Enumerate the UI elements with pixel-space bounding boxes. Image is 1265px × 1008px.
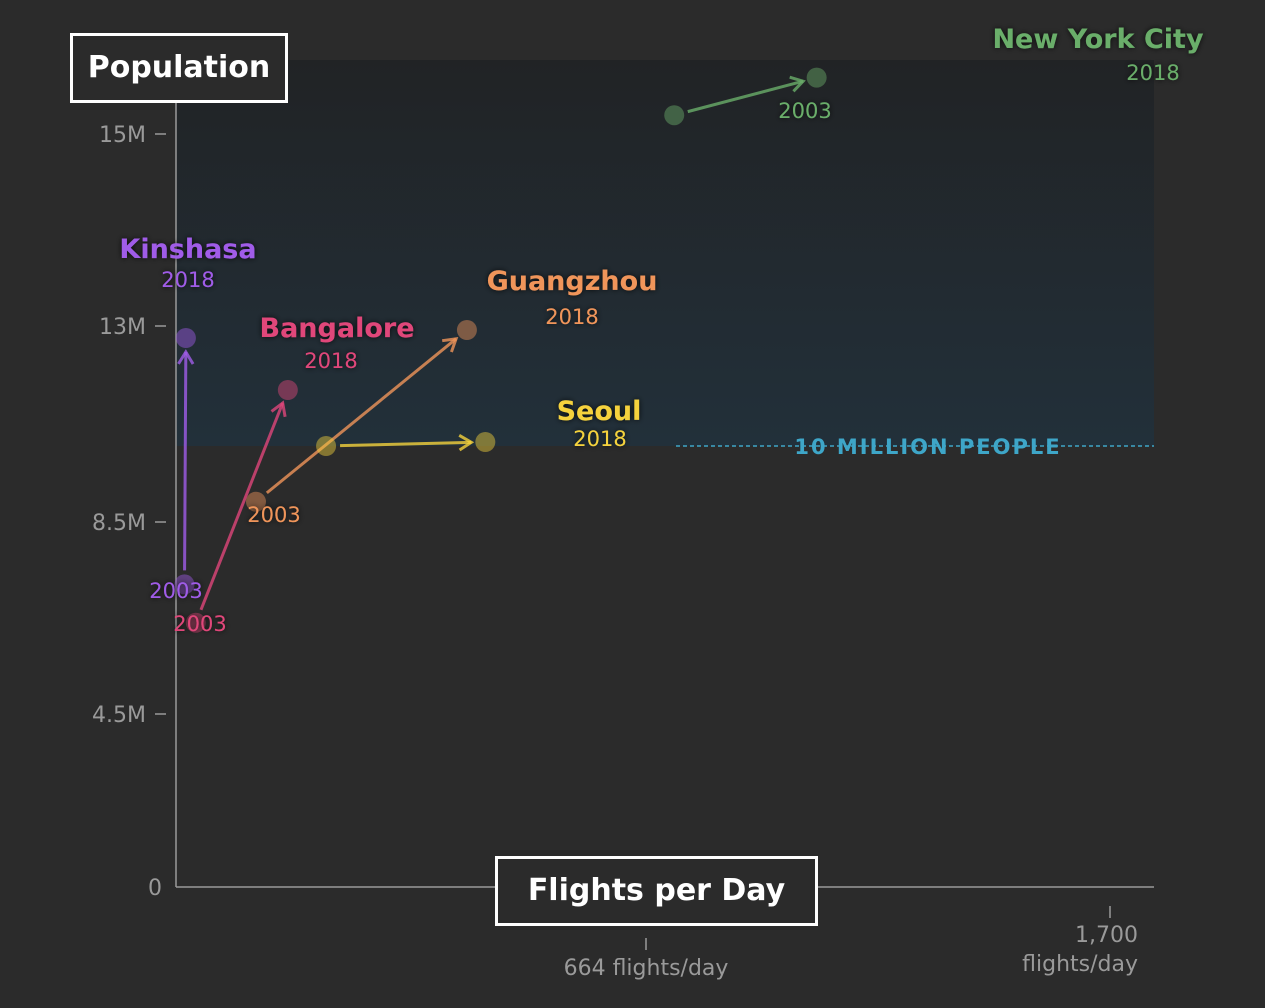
trend-arrow-head (458, 434, 475, 452)
series-name-label: Bangalore (260, 313, 415, 344)
trend-arrow-head (789, 75, 806, 93)
series-kinshasa: Kinshasa 2003 2018 (119, 234, 256, 603)
series-guangzhou: Guangzhou 2003 2018 (245, 266, 658, 527)
series-name-label: New York City (992, 24, 1204, 55)
trend-arrow-line (183, 351, 188, 571)
above-10-million-band (176, 60, 1154, 446)
data-point-2003 (664, 105, 685, 126)
trend-arrow-head (441, 337, 459, 353)
data-point-2018 (175, 328, 196, 348)
data-point-2003 (245, 491, 266, 512)
year-label-2018: 2018 (161, 268, 214, 292)
data-point-2003 (316, 436, 337, 456)
year-label-2018: 2018 (545, 305, 598, 329)
data-point-2018 (475, 432, 496, 452)
x-tick-label: 664 flights/day (564, 956, 729, 981)
year-label-2003: 2003 (247, 503, 300, 527)
x-axis-title: Flights per Day (495, 856, 818, 926)
y-tick-label: 15M (99, 123, 146, 148)
reference-line-label: 10 MILLION PEOPLE (794, 435, 1061, 459)
year-label-2003: 2003 (778, 99, 831, 123)
series-new-york-city: New York City 2003 2018 (664, 24, 1204, 126)
year-label-2018: 2018 (304, 349, 357, 373)
trend-arrow-line (687, 79, 804, 114)
x-tick-label: 1,700 flights/day (1022, 923, 1138, 977)
y-tick-label: 4.5M (92, 703, 146, 728)
year-label-2018: 2018 (573, 427, 626, 451)
series-name-label: Kinshasa (119, 234, 256, 265)
trend-arrow-line (265, 337, 458, 495)
trend-arrow-line (199, 402, 285, 611)
series-bangalore: Bangalore 2003 2018 (173, 313, 414, 636)
series-name-label: Guangzhou (487, 266, 658, 297)
trend-arrow-head (177, 349, 195, 365)
series-name-label: Seoul (557, 396, 642, 427)
data-point-2018 (456, 320, 477, 340)
data-point-2003 (185, 612, 206, 633)
data-point-2018 (277, 380, 298, 400)
y-axis-title: Population (70, 33, 288, 103)
year-label-2003: 2003 (173, 612, 226, 636)
data-point-2003 (174, 574, 195, 595)
data-point-2018 (806, 67, 827, 88)
y-tick-label: 0 (148, 876, 162, 901)
trend-arrow-head (270, 400, 287, 418)
year-label-2018: 2018 (1126, 61, 1179, 85)
y-tick-label: 13M (99, 315, 146, 340)
year-label-2003: 2003 (149, 579, 202, 603)
trend-arrow-line (340, 440, 472, 448)
y-tick-label: 8.5M (92, 511, 146, 536)
